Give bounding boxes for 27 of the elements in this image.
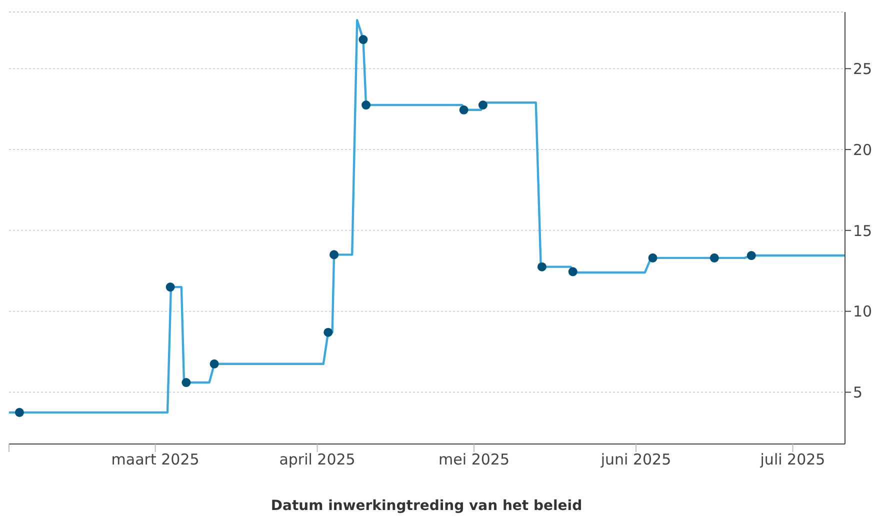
x-tick-label: maart 2025 bbox=[111, 450, 200, 469]
point bbox=[568, 267, 578, 276]
y-tick-label: 25 bbox=[853, 60, 872, 78]
point bbox=[746, 251, 756, 260]
y-tick-label: 5 bbox=[853, 384, 863, 402]
point bbox=[362, 100, 371, 110]
point bbox=[324, 328, 333, 337]
point bbox=[537, 262, 546, 272]
point bbox=[648, 253, 658, 262]
y-tick-label: 10 bbox=[853, 302, 872, 321]
point bbox=[166, 282, 175, 292]
point bbox=[358, 35, 368, 44]
point bbox=[330, 250, 339, 260]
point bbox=[478, 100, 488, 110]
point bbox=[459, 105, 468, 114]
point bbox=[14, 408, 24, 417]
x-tick-label: mei 2025 bbox=[438, 450, 510, 469]
point bbox=[710, 253, 719, 262]
line-series bbox=[9, 18, 845, 414]
x-tick-label: april 2025 bbox=[279, 450, 356, 469]
y-tick-label: 15 bbox=[853, 222, 872, 240]
x-tick-label: juli 2025 bbox=[759, 450, 826, 469]
y-tick-label: 20 bbox=[853, 140, 872, 159]
x-tick-label: juni 2025 bbox=[600, 450, 672, 469]
point bbox=[182, 378, 191, 388]
point bbox=[210, 359, 219, 368]
x-axis-title: Datum inwerkingtreding van het beleid bbox=[270, 498, 584, 514]
